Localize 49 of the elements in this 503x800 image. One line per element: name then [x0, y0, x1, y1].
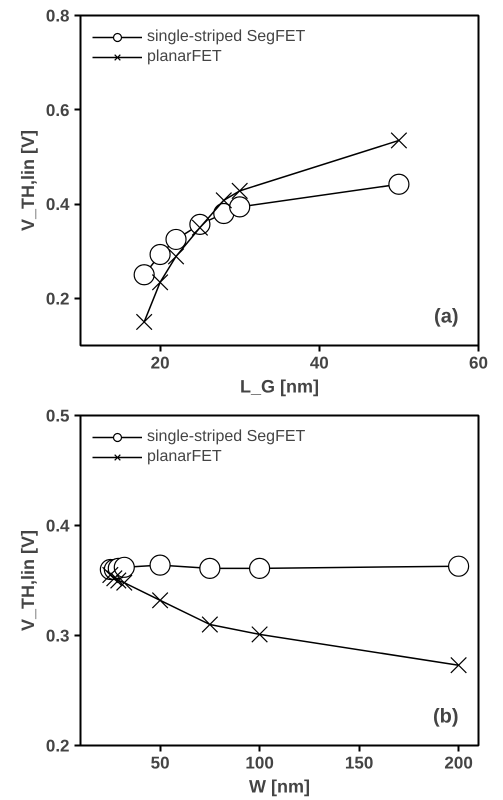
y-tick-label: 0.4	[46, 516, 70, 536]
y-tick-label: 0.8	[46, 6, 70, 26]
x-tick-label: 60	[469, 354, 488, 372]
point	[116, 574, 133, 592]
y-tick-label: 0.5	[46, 406, 70, 426]
point	[136, 314, 153, 330]
point	[448, 556, 470, 577]
point	[110, 572, 127, 589]
point	[165, 228, 187, 250]
y-tick-label: 0.3	[46, 626, 70, 646]
y-axis-title: V_TH,lin [V]	[18, 130, 38, 231]
point	[102, 566, 119, 584]
point	[388, 174, 410, 195]
annotation: (a)	[434, 306, 459, 328]
point	[150, 244, 171, 266]
point	[215, 192, 232, 209]
point	[199, 558, 220, 579]
legend-label: planarFET	[147, 48, 222, 66]
x-tick-label: 150	[344, 754, 374, 772]
point	[229, 196, 250, 218]
y-tick-label: 0.2	[46, 289, 70, 308]
point	[106, 570, 123, 587]
point	[201, 616, 218, 633]
x-tick-label: 200	[444, 754, 473, 772]
point	[231, 182, 248, 200]
point	[134, 264, 155, 286]
point	[152, 592, 168, 609]
point	[152, 274, 168, 291]
x-axis-title: L_G [nm]	[240, 376, 319, 396]
point	[168, 248, 184, 265]
legend-label: single-striped SegFET	[147, 28, 306, 46]
point	[251, 626, 268, 643]
legend-label: planarFET	[147, 448, 222, 466]
x-tick-label: 40	[310, 354, 329, 372]
point	[249, 558, 270, 579]
y-tick-label: 0.6	[46, 100, 70, 120]
y-tick-label: 0.2	[46, 736, 70, 756]
x-axis-title: W [nm]	[249, 776, 310, 796]
y-tick-label: 0.4	[46, 195, 70, 214]
point	[450, 656, 467, 674]
y-axis-title: V_TH,lin [V]	[18, 530, 38, 631]
x-tick-label: 100	[245, 754, 274, 772]
point	[114, 556, 135, 578]
point	[390, 132, 408, 149]
annotation: (b)	[432, 706, 459, 728]
legend-label: single-striped SegFET	[147, 428, 306, 446]
x-tick-label: 50	[150, 754, 170, 772]
point	[150, 554, 171, 576]
x-tick-label: 20	[150, 354, 170, 372]
